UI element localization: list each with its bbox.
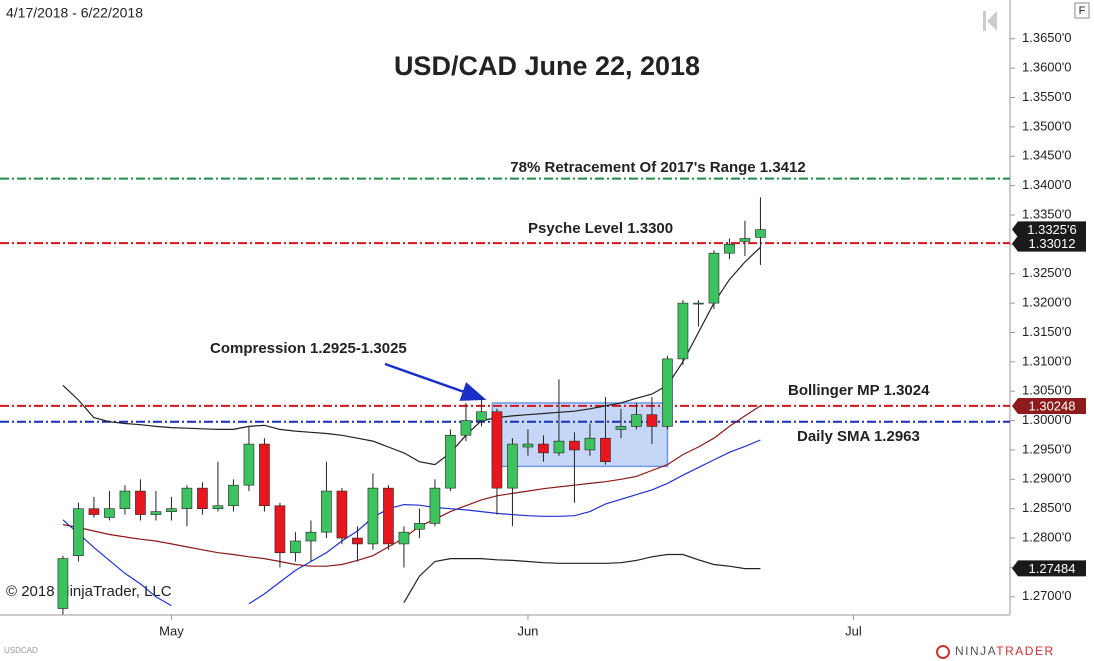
copyright: © 2018 NinjaTrader, LLC bbox=[6, 583, 172, 600]
candle-body bbox=[693, 302, 704, 305]
candle-body bbox=[445, 434, 456, 489]
y-tick-label: 1.2800'0 bbox=[1022, 529, 1071, 544]
candle-body bbox=[352, 537, 363, 545]
toolbar-button-label[interactable]: F bbox=[1079, 5, 1086, 17]
candle-body bbox=[135, 490, 146, 515]
annotation: Daily SMA 1.2963 bbox=[797, 428, 920, 445]
candle-body bbox=[383, 487, 394, 545]
candle-body bbox=[119, 490, 131, 509]
logo-part: TRADER bbox=[996, 644, 1054, 658]
x-tick-label: Jul bbox=[845, 623, 862, 638]
candle-body bbox=[274, 505, 286, 554]
candle-body bbox=[522, 443, 534, 448]
symbol: USDCAD bbox=[4, 646, 38, 655]
candle-body bbox=[538, 443, 549, 454]
candle-body bbox=[708, 252, 720, 304]
indicator-line bbox=[62, 246, 761, 466]
indicator-line bbox=[403, 553, 761, 604]
indicator-line bbox=[62, 405, 761, 567]
candle-body bbox=[104, 508, 115, 518]
candle-body bbox=[507, 443, 518, 489]
price-marker bbox=[1012, 235, 1086, 252]
plot-area bbox=[0, 177, 1010, 615]
y-tick-label: 1.2900'0 bbox=[1022, 471, 1071, 486]
candle-body bbox=[662, 358, 673, 427]
candle-body bbox=[739, 238, 751, 242]
price-marker bbox=[1012, 398, 1086, 415]
candle-body bbox=[73, 508, 84, 556]
candle-body bbox=[600, 437, 611, 462]
y-tick-label: 1.3100'0 bbox=[1022, 353, 1071, 368]
candle-body bbox=[88, 508, 100, 515]
annotation: 78% Retracement Of 2017's Range 1.3412 bbox=[510, 159, 805, 176]
candle-body bbox=[212, 505, 224, 509]
candle-body bbox=[491, 411, 503, 489]
y-tick-label: 1.3600'0 bbox=[1022, 60, 1071, 75]
y-tick-label: 1.3500'0 bbox=[1022, 118, 1071, 133]
candle-body bbox=[615, 426, 627, 430]
y-tick-label: 1.3000'0 bbox=[1022, 412, 1071, 427]
candle-body bbox=[476, 411, 487, 421]
date-range: 4/17/2018 - 6/22/2018 bbox=[6, 5, 143, 21]
price-marker bbox=[1012, 221, 1086, 238]
y-tick-label: 1.3050'0 bbox=[1022, 383, 1071, 398]
scroll-icon[interactable] bbox=[983, 11, 997, 31]
candle-body bbox=[243, 443, 255, 486]
candle-body bbox=[305, 531, 317, 542]
candle-body bbox=[429, 487, 441, 524]
y-tick-label: 1.3650'0 bbox=[1022, 30, 1071, 45]
logo-icon bbox=[936, 645, 950, 659]
candle-body bbox=[336, 490, 348, 539]
x-tick-label: Jun bbox=[517, 623, 538, 638]
candle-body bbox=[460, 420, 472, 436]
y-tick-label: 1.3200'0 bbox=[1022, 295, 1071, 310]
price-marker-label: 1.30248 bbox=[1029, 398, 1076, 413]
toolbar-button[interactable] bbox=[1074, 2, 1090, 19]
candle-body bbox=[569, 440, 580, 451]
candle-body bbox=[181, 487, 193, 509]
candle-body bbox=[197, 487, 208, 509]
annotation: Psyche Level 1.3300 bbox=[528, 220, 673, 237]
candle-body bbox=[631, 414, 642, 427]
y-tick-label: 1.3250'0 bbox=[1022, 265, 1071, 280]
y-tick-label: 1.3400'0 bbox=[1022, 177, 1071, 192]
candle-body bbox=[166, 508, 177, 512]
candle-body bbox=[755, 229, 766, 238]
y-tick-label: 1.2950'0 bbox=[1022, 441, 1071, 456]
price-marker-label: 1.3325'6 bbox=[1027, 222, 1076, 237]
y-tick-label: 1.2700'0 bbox=[1022, 588, 1071, 603]
candle-body bbox=[228, 484, 239, 507]
price-marker bbox=[1012, 560, 1086, 577]
candle-body bbox=[259, 443, 270, 507]
y-tick-label: 1.3450'0 bbox=[1022, 148, 1071, 163]
candle-body bbox=[290, 540, 301, 554]
annotation: Bollinger MP 1.3024 bbox=[788, 382, 930, 399]
logo: NINJATRADER bbox=[955, 644, 1055, 658]
x-tick-label: May bbox=[159, 623, 184, 638]
candle-body bbox=[57, 558, 69, 609]
candle-body bbox=[398, 531, 410, 545]
candle-body bbox=[321, 490, 332, 533]
chart-title: USD/CAD June 22, 2018 bbox=[394, 51, 700, 81]
y-tick-label: 1.3150'0 bbox=[1022, 324, 1071, 339]
y-tick-label: 1.2850'0 bbox=[1022, 500, 1071, 515]
annotation: Compression 1.2925-1.3025 bbox=[210, 340, 407, 357]
candle-body bbox=[724, 244, 735, 254]
logo-part: NINJA bbox=[955, 644, 996, 658]
price-marker-label: 1.33012 bbox=[1029, 236, 1076, 251]
y-tick-label: 1.3550'0 bbox=[1022, 89, 1071, 104]
price-marker-label: 1.27484 bbox=[1029, 561, 1076, 576]
candle-body bbox=[367, 487, 379, 545]
candle-body bbox=[150, 511, 162, 515]
candle-body bbox=[553, 440, 565, 454]
compression-zone bbox=[491, 402, 669, 468]
annotation-arrow bbox=[384, 362, 487, 401]
candle-body bbox=[677, 302, 689, 360]
candle-body bbox=[584, 437, 596, 451]
candle-body bbox=[646, 414, 658, 427]
y-tick-label: 1.3350'0 bbox=[1022, 206, 1071, 221]
candle-body bbox=[414, 523, 425, 530]
